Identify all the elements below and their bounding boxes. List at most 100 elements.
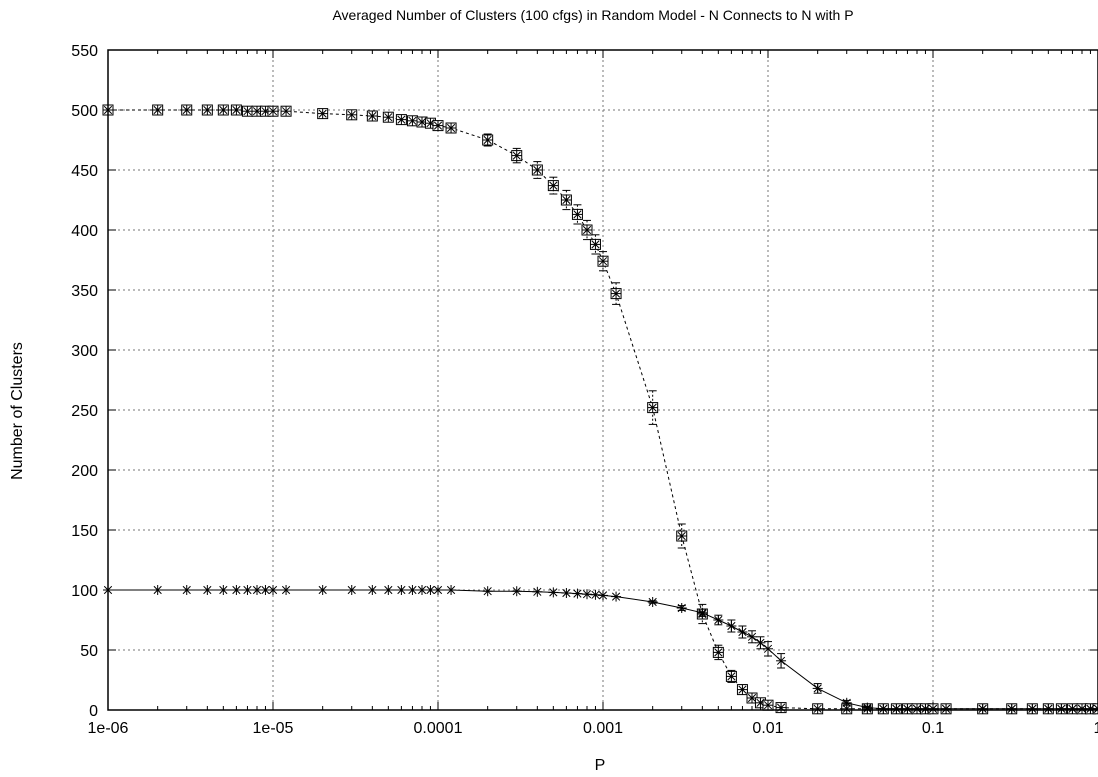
- marker-stroke: [347, 110, 356, 119]
- marker-stroke: [738, 627, 747, 637]
- marker-stroke: [903, 704, 912, 713]
- y-tick-label: 100: [71, 583, 98, 600]
- y-tick-label: 450: [71, 163, 98, 180]
- y-tick-label: 300: [71, 343, 98, 360]
- marker-stroke: [368, 111, 377, 121]
- marker-stroke: [912, 704, 922, 713]
- marker-stroke: [562, 195, 571, 205]
- marker-stroke: [598, 257, 608, 266]
- marker-stroke: [978, 704, 987, 713]
- marker-stroke: [582, 590, 592, 599]
- data-point: [762, 699, 774, 711]
- marker-stroke: [648, 597, 657, 607]
- marker-stroke: [562, 588, 571, 598]
- data-point: [737, 627, 748, 637]
- data-point: [281, 585, 292, 595]
- data-point: [366, 110, 378, 122]
- data-point: [218, 585, 229, 595]
- marker-stroke: [384, 113, 393, 122]
- marker-stroke: [417, 117, 427, 127]
- marker-stroke: [433, 121, 443, 130]
- data-point: [217, 104, 229, 116]
- data-point: [382, 111, 394, 123]
- marker-stroke: [203, 105, 212, 115]
- data-point: [446, 585, 457, 595]
- data-point: [1027, 703, 1038, 714]
- marker-stroke: [892, 704, 901, 713]
- data-point: [202, 585, 213, 595]
- marker-stroke: [533, 587, 542, 596]
- marker-stroke: [756, 638, 765, 647]
- marker-stroke: [714, 615, 723, 625]
- marker-stroke: [281, 107, 291, 116]
- data-point: [548, 587, 559, 598]
- data-point: [1056, 703, 1067, 714]
- data-point: [647, 402, 659, 414]
- data-point: [912, 703, 923, 714]
- data-point: [432, 120, 444, 132]
- data-point: [928, 703, 938, 714]
- data-point: [571, 208, 583, 220]
- marker-stroke: [397, 115, 406, 124]
- marker-stroke: [727, 672, 736, 681]
- marker-stroke: [232, 585, 241, 595]
- data-point: [977, 703, 988, 714]
- data-point: [747, 631, 758, 642]
- series-2: [103, 585, 1098, 714]
- data-point: [902, 703, 913, 714]
- marker-stroke: [928, 704, 938, 713]
- y-tick-label: 150: [71, 523, 98, 540]
- marker-stroke: [813, 704, 822, 713]
- data-point: [611, 591, 622, 602]
- marker-stroke: [268, 585, 278, 595]
- marker-stroke: [763, 644, 773, 653]
- marker-stroke: [1077, 704, 1087, 713]
- marker-stroke: [1093, 704, 1098, 710]
- data-point: [532, 586, 543, 597]
- marker-stroke: [1028, 704, 1037, 713]
- data-point: [267, 105, 279, 117]
- marker-stroke: [426, 585, 435, 595]
- data-point: [346, 585, 357, 595]
- data-point: [878, 703, 889, 714]
- marker-stroke: [698, 608, 707, 617]
- marker-stroke: [243, 107, 252, 116]
- data-point: [1067, 703, 1078, 714]
- data-point: [589, 238, 601, 250]
- data-point: [425, 585, 436, 595]
- plot-frame: [107, 49, 1098, 711]
- x-tick-label: 0.0001: [414, 720, 463, 737]
- marker-stroke: [842, 704, 851, 713]
- x-tick-label: 1e-06: [88, 720, 129, 737]
- marker-stroke: [397, 585, 406, 595]
- data-point: [396, 585, 407, 595]
- data-point: [763, 643, 773, 654]
- data-point: [317, 108, 329, 120]
- marker-stroke: [408, 585, 417, 595]
- data-point: [406, 115, 418, 127]
- data-point: [346, 109, 358, 121]
- marker-stroke: [446, 585, 456, 595]
- data-point: [317, 585, 328, 595]
- marker-stroke: [591, 590, 600, 599]
- marker-stroke: [648, 403, 657, 412]
- marker-stroke: [763, 701, 773, 710]
- data-point: [582, 589, 593, 600]
- data-point: [891, 703, 902, 714]
- data-point: [280, 105, 292, 117]
- marker-stroke: [384, 585, 393, 595]
- data-point: [1093, 703, 1098, 714]
- y-tick-label: 50: [80, 643, 98, 660]
- y-tick-label: 500: [71, 103, 98, 120]
- data-point: [560, 194, 572, 206]
- marker-stroke: [776, 656, 786, 665]
- data-point: [1006, 703, 1017, 714]
- marker-stroke: [813, 684, 822, 693]
- marker-stroke: [417, 585, 427, 595]
- data-point: [746, 692, 758, 704]
- data-point: [181, 104, 193, 116]
- series-1: [102, 104, 1098, 715]
- marker-stroke: [512, 587, 521, 596]
- marker-stroke: [483, 135, 492, 145]
